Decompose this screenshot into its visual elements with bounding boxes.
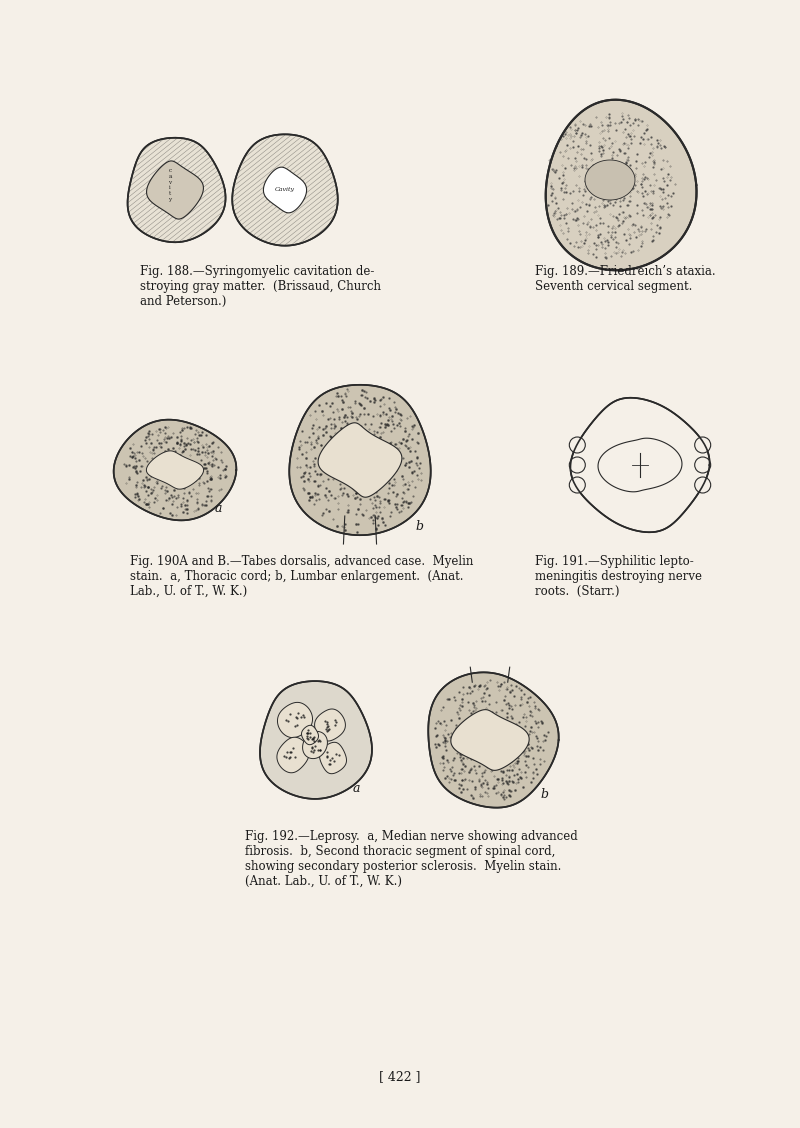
PathPatch shape [263,167,306,213]
PathPatch shape [146,161,203,219]
PathPatch shape [277,738,309,773]
PathPatch shape [114,420,236,520]
Text: a: a [353,782,361,795]
PathPatch shape [260,681,372,799]
Text: Cavity: Cavity [275,187,295,193]
Circle shape [694,457,710,473]
Text: a: a [215,502,222,515]
PathPatch shape [546,99,697,271]
PathPatch shape [319,742,346,774]
PathPatch shape [127,138,226,243]
PathPatch shape [598,438,682,492]
Circle shape [570,457,586,473]
PathPatch shape [146,451,203,490]
PathPatch shape [585,160,635,200]
PathPatch shape [302,725,318,744]
PathPatch shape [314,710,346,741]
PathPatch shape [570,398,710,532]
PathPatch shape [232,134,338,246]
Text: c
a
v
i
t
y: c a v i t y [168,168,172,202]
PathPatch shape [428,672,558,808]
PathPatch shape [302,731,327,759]
PathPatch shape [318,423,402,497]
Circle shape [570,477,586,493]
Text: Fig. 189.—Friedreich’s ataxia.
Seventh cervical segment.: Fig. 189.—Friedreich’s ataxia. Seventh c… [535,265,716,293]
Text: Fig. 191.—Syphilitic lepto-
meningitis destroying nerve
roots.  (Starr.): Fig. 191.—Syphilitic lepto- meningitis d… [535,555,702,598]
Text: Fig. 190Α and Β.—Tabes dorsalis, advanced case.  Myelin
stain.  a, Thoracic cord: Fig. 190Α and Β.—Tabes dorsalis, advance… [130,555,474,598]
Text: Fig. 192.—Leprosy.  a, Median nerve showing advanced
fibrosis.  b, Second thorac: Fig. 192.—Leprosy. a, Median nerve showi… [245,830,578,888]
Text: Fig. 188.—Syringomyelic cavitation de-
stroying gray matter.  (Brissaud, Church
: Fig. 188.—Syringomyelic cavitation de- s… [140,265,381,308]
Circle shape [694,477,710,493]
PathPatch shape [451,710,529,770]
Text: [ 422 ]: [ 422 ] [379,1070,421,1083]
Circle shape [570,437,586,453]
PathPatch shape [290,385,430,535]
Text: b: b [415,520,423,534]
Circle shape [694,437,710,453]
Text: b: b [540,788,548,801]
PathPatch shape [278,703,313,738]
